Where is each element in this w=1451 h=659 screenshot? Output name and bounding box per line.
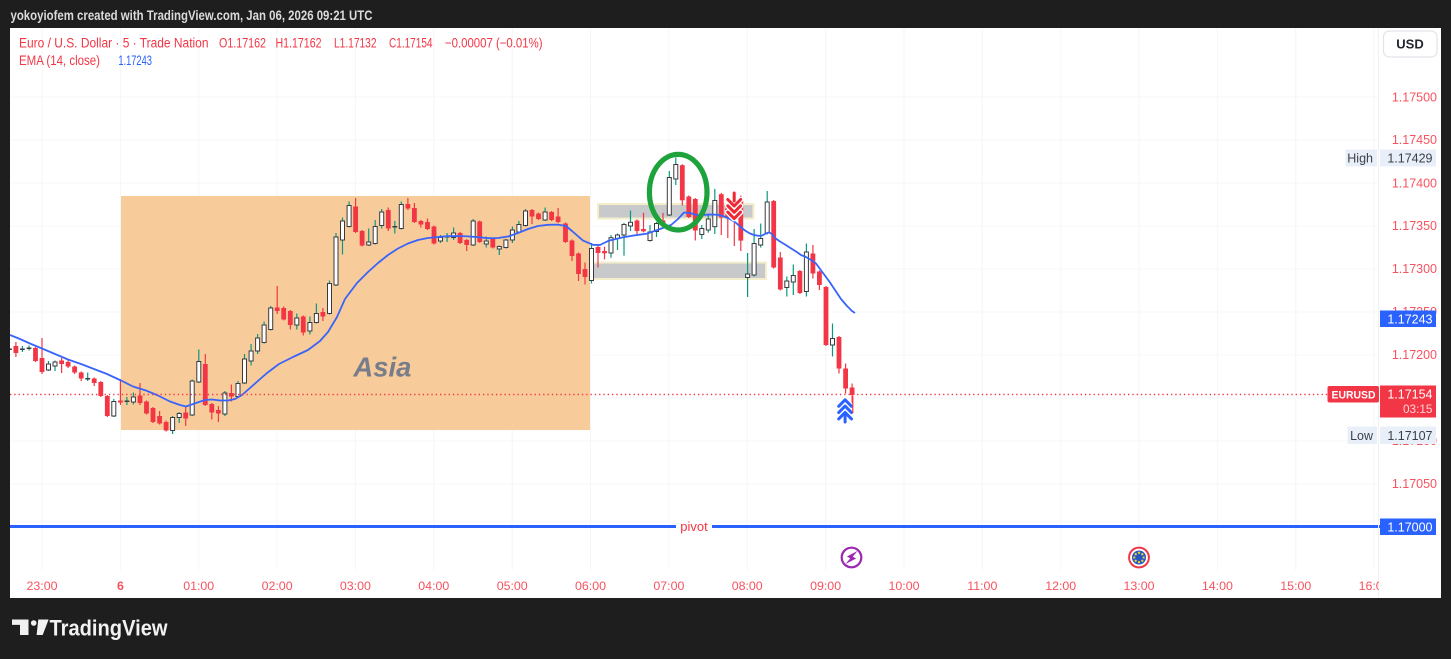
svg-text:16:00: 16:00 <box>1359 579 1390 593</box>
svg-text:Low: Low <box>1350 429 1374 443</box>
svg-text:13:00: 13:00 <box>1123 579 1154 593</box>
svg-text:C1.17154: C1.17154 <box>389 35 433 50</box>
svg-text:H1.17162: H1.17162 <box>276 35 322 50</box>
svg-text:High: High <box>1347 152 1373 166</box>
svg-text:Euro / U.S. Dollar · 5 · Trade: Euro / U.S. Dollar · 5 · Trade Nation <box>19 35 209 50</box>
svg-text:USD: USD <box>1396 37 1423 52</box>
svg-text:O1.17162: O1.17162 <box>219 35 266 50</box>
svg-text:1.17050: 1.17050 <box>1392 477 1437 491</box>
svg-text:L1.17132: L1.17132 <box>334 35 377 50</box>
svg-text:09:00: 09:00 <box>810 579 841 593</box>
svg-text:15:00: 15:00 <box>1280 579 1311 593</box>
svg-text:1.17154: 1.17154 <box>1387 388 1432 402</box>
svg-text:03:00: 03:00 <box>340 579 371 593</box>
svg-text:1.17500: 1.17500 <box>1392 91 1437 105</box>
svg-text:11:00: 11:00 <box>967 579 997 593</box>
svg-text:EMA (14, close): EMA (14, close) <box>19 53 100 68</box>
svg-text:6: 6 <box>117 579 124 593</box>
svg-text:03:15: 03:15 <box>1403 402 1433 416</box>
svg-text:01:00: 01:00 <box>183 579 214 593</box>
svg-text:08:00: 08:00 <box>732 579 763 593</box>
svg-text:EURUSD: EURUSD <box>1332 390 1376 402</box>
svg-text:02:00: 02:00 <box>262 579 293 593</box>
svg-text:05:00: 05:00 <box>497 579 528 593</box>
svg-text:1.17243: 1.17243 <box>118 53 151 68</box>
svg-text:1.17350: 1.17350 <box>1392 219 1437 233</box>
svg-text:1.17300: 1.17300 <box>1392 262 1437 276</box>
svg-text:07:00: 07:00 <box>653 579 684 593</box>
svg-text:1.17400: 1.17400 <box>1392 177 1437 191</box>
svg-text:1.17450: 1.17450 <box>1392 133 1437 147</box>
svg-text:−0.00007 (−0.01%): −0.00007 (−0.01%) <box>445 35 543 50</box>
svg-text:10:00: 10:00 <box>888 579 919 593</box>
svg-text:1.17200: 1.17200 <box>1392 348 1437 362</box>
svg-text:23:00: 23:00 <box>26 579 57 593</box>
svg-text:1.17243: 1.17243 <box>1387 313 1432 327</box>
svg-text:12:00: 12:00 <box>1045 579 1076 593</box>
svg-text:1.17000: 1.17000 <box>1387 521 1432 535</box>
svg-text:14:00: 14:00 <box>1202 579 1233 593</box>
svg-text:Asia: Asia <box>352 352 411 383</box>
svg-text:1.17429: 1.17429 <box>1387 152 1432 166</box>
svg-text:pivot: pivot <box>680 519 708 534</box>
svg-text:1.17107: 1.17107 <box>1387 429 1432 443</box>
svg-text:TradingView: TradingView <box>50 616 169 641</box>
svg-text:yokoyiofem created with Tradin: yokoyiofem created with TradingView.com,… <box>11 8 373 23</box>
svg-text:06:00: 06:00 <box>575 579 606 593</box>
svg-text:04:00: 04:00 <box>418 579 449 593</box>
